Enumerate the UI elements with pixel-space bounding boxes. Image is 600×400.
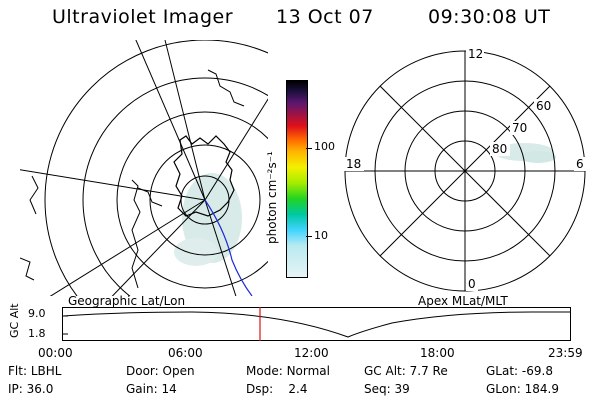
latitude-circle [149, 144, 261, 256]
status-gc-altitude: GC Alt: 7.7 Re [364, 364, 448, 378]
latitude-circle [82, 77, 268, 296]
time-tick-1800: 18:00 [420, 346, 455, 360]
altitude-curve [62, 311, 570, 338]
latitude-circle [44, 40, 268, 296]
meridian-line [20, 169, 206, 201]
meridian-line [49, 199, 206, 296]
status-ip: IP: 36.0 [8, 382, 54, 396]
colorbar-unit-label: photon cm⁻²s⁻¹ [265, 151, 279, 244]
status-gain: Gain: 14 [126, 382, 177, 396]
meridian-line [204, 98, 268, 201]
status-filter: Flt: LBHL [8, 364, 62, 378]
coastline-fragment [20, 257, 35, 281]
polar-projection-label: Apex MLat/MLT [418, 294, 508, 308]
colorbar-tick-label: 100 [314, 140, 335, 153]
coastline-fragment [207, 69, 245, 107]
status-dsp: Dsp: 2.4 [246, 382, 308, 396]
status-mode: Mode: Normal [246, 364, 330, 378]
mlt-label-12: 12 [468, 47, 483, 61]
altitude-timeline-plot [62, 307, 571, 341]
status-sequence: Seq: 39 [364, 382, 410, 396]
coastline-fragment [131, 179, 141, 289]
observation-time: 09:30:08 UT [428, 6, 551, 28]
coastline-fragment [137, 187, 163, 207]
altitude-axis-label: GC Alt [8, 303, 21, 338]
intensity-colorbar [286, 80, 308, 278]
geographic-map [20, 40, 268, 296]
status-glon: GLon: 184.9 [486, 382, 559, 396]
mlat-label-70: 70 [512, 121, 527, 135]
meridian-line [204, 199, 237, 296]
altitude-tick-low: 1.8 [28, 327, 46, 340]
mlt-label-0: 0 [468, 277, 476, 291]
time-tick-2359: 23:59 [548, 346, 583, 360]
aurora-emission-patch [174, 238, 218, 266]
meridian-line [135, 40, 206, 201]
instrument-title: Ultraviolet Imager [52, 6, 234, 28]
polar-mlat-mlt-plot: 12 18 6 0 60 70 80 [344, 47, 588, 292]
antarctica-coastline [173, 135, 235, 217]
time-tick-0600: 06:00 [168, 346, 203, 360]
observation-date: 13 Oct 07 [276, 6, 374, 28]
time-tick-0000: 00:00 [38, 346, 73, 360]
colorbar-tick-label: 10 [314, 229, 328, 242]
mlt-axis [379, 85, 551, 257]
mlat-label-80: 80 [492, 142, 507, 156]
coastline-fragment [29, 175, 39, 215]
mlt-label-18: 18 [346, 157, 361, 171]
satellite-ground-track [204, 199, 253, 296]
status-glat: GLat: -69.8 [486, 364, 553, 378]
aurora-emission [520, 151, 556, 163]
altitude-tick-high: 9.0 [28, 307, 46, 320]
time-tick-1200: 12:00 [294, 346, 329, 360]
mlat-label-60: 60 [536, 99, 551, 113]
latitude-circle [116, 111, 268, 289]
mlt-label-6: 6 [576, 157, 584, 171]
meridian-line [164, 40, 206, 201]
colorbar-tick [306, 148, 312, 149]
status-door: Door: Open [126, 364, 195, 378]
colorbar-tick [306, 236, 312, 237]
meridian-line [111, 199, 206, 296]
geo-projection-label: Geographic Lat/Lon [68, 294, 186, 308]
